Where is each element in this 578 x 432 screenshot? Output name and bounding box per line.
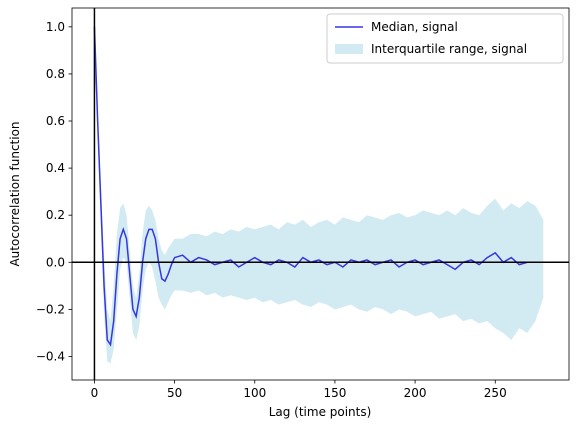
- legend-box: [326, 13, 564, 64]
- legend-swatch: [335, 44, 363, 54]
- y-tick-label: −0.2: [36, 302, 65, 316]
- x-tick-label: 200: [404, 386, 427, 400]
- y-tick-label: 0.4: [46, 161, 65, 175]
- y-tick-label: 1.0: [46, 20, 65, 34]
- x-tick-label: 50: [167, 386, 182, 400]
- x-tick-label: 100: [243, 386, 266, 400]
- x-tick-label: 150: [323, 386, 346, 400]
- y-tick-label: 0.0: [46, 255, 65, 269]
- y-tick-label: 0.6: [46, 114, 65, 128]
- legend-label: Median, signal: [371, 20, 458, 34]
- median-line: [93, 26, 544, 347]
- x-tick-label: 250: [484, 386, 507, 400]
- x-tick-label: 0: [91, 386, 99, 400]
- y-tick-label: −0.4: [36, 349, 65, 363]
- plot-frame: [71, 7, 570, 381]
- x-axis-label: Lag (time points): [269, 405, 372, 419]
- y-tick-label: 0.2: [46, 208, 65, 222]
- legend-label: Interquartile range, signal: [371, 42, 527, 56]
- y-axis-label: Autocorrelation function: [8, 121, 22, 266]
- y-tick-label: 0.8: [46, 67, 65, 81]
- iqr-band: [94, 26, 544, 364]
